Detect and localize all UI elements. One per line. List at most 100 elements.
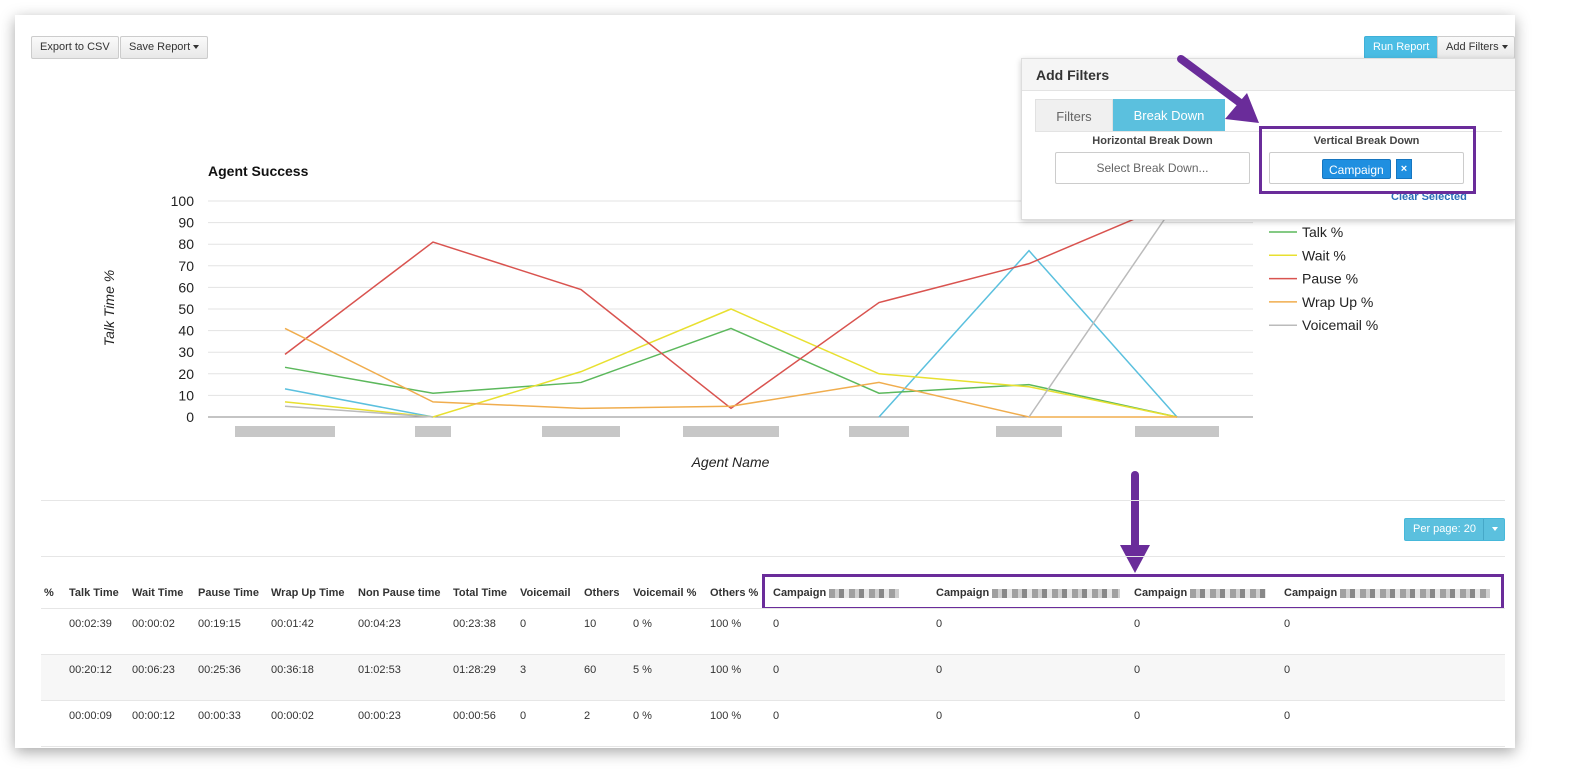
- x-tick-label-redacted: [849, 426, 909, 437]
- add-filters-button[interactable]: Add Filters: [1437, 36, 1515, 59]
- campaign-1-label: Campaign: [773, 587, 827, 599]
- tab-divider: [1035, 131, 1502, 132]
- col-header-wait-time[interactable]: Wait Time: [132, 587, 184, 599]
- col-header-campaign-4[interactable]: Campaign: [1284, 587, 1491, 599]
- table-cell: 0: [936, 710, 943, 722]
- table-cell: 00:36:18: [271, 664, 314, 676]
- col-header-wrap-up-time[interactable]: Wrap Up Time: [271, 587, 345, 599]
- table-cell: 100 %: [710, 664, 742, 676]
- tab-break-down[interactable]: Break Down: [1113, 99, 1225, 132]
- col-header-non-pause-time[interactable]: Non Pause time: [358, 587, 441, 599]
- vertical-break-down-select[interactable]: Campaign ×: [1269, 152, 1464, 184]
- series-line: [878, 249, 1178, 418]
- col-header-total-time[interactable]: Total Time: [453, 587, 507, 599]
- table-cell: 00:02:39: [69, 618, 112, 630]
- legend-entry: Talk %: [1302, 224, 1343, 240]
- table-row: [41, 701, 1505, 747]
- col-header-campaign-1[interactable]: Campaign: [773, 587, 900, 599]
- campaign-3-label: Campaign: [1134, 587, 1188, 599]
- y-tick-label: 30: [178, 344, 194, 360]
- chevron-down-icon: [1501, 45, 1508, 50]
- series-line: [1028, 200, 1178, 418]
- table-cell: 0: [1134, 710, 1141, 722]
- col-header-campaign-2[interactable]: Campaign: [936, 587, 1121, 599]
- campaign-4-label: Campaign: [1284, 587, 1338, 599]
- table-cell: 00:00:12: [132, 710, 175, 722]
- x-tick-label-redacted: [235, 426, 335, 437]
- x-tick-label-redacted: [996, 426, 1062, 437]
- series-line: [284, 200, 1178, 410]
- table-cell: 00:00:56: [453, 710, 496, 722]
- table-cell: 01:02:53: [358, 664, 401, 676]
- y-tick-label: 40: [178, 323, 194, 339]
- y-tick-label: 70: [178, 258, 194, 274]
- table-cell: 2: [584, 710, 591, 722]
- per-page-button[interactable]: Per page: 20: [1404, 518, 1505, 541]
- table-cell: 00:00:33: [198, 710, 241, 722]
- x-tick-label-redacted: [415, 426, 451, 437]
- table-cell: 0: [1134, 618, 1141, 630]
- table-cell: 00:04:23: [358, 618, 401, 630]
- table-cell: 60: [584, 664, 597, 676]
- divider: [41, 556, 1505, 557]
- table-cell: 3: [520, 664, 527, 676]
- add-filters-label: Add Filters: [1446, 41, 1499, 53]
- col-header-campaign-3[interactable]: Campaign: [1134, 587, 1267, 599]
- series-line: [284, 327, 1178, 418]
- y-tick-label: 80: [178, 236, 194, 252]
- col-header-others-pct[interactable]: Others %: [710, 587, 759, 599]
- remove-tag-icon[interactable]: ×: [1396, 159, 1412, 179]
- col-header-pause-time[interactable]: Pause Time: [198, 587, 259, 599]
- y-tick-label: 60: [178, 279, 194, 295]
- arrow-to-campaign-head: [1120, 545, 1150, 573]
- col-header-voicemail[interactable]: Voicemail: [520, 587, 571, 599]
- table-cell: 100 %: [710, 618, 742, 630]
- redacted-text: [1190, 588, 1267, 598]
- table-cell: 00:00:23: [358, 710, 401, 722]
- col-header-others[interactable]: Others: [584, 587, 620, 599]
- x-axis-label: Agent Name: [691, 454, 770, 470]
- export-csv-label: Export to CSV: [40, 41, 110, 53]
- arrow-to-vertical-shaft: [1177, 55, 1247, 109]
- table-cell: 0: [773, 618, 780, 630]
- table-row: [41, 609, 1505, 655]
- col-header-talk-time[interactable]: Talk Time: [69, 587, 119, 599]
- agent-success-chart: Agent Success 0 10 20 30 40 50 60 70 80 90 100 Agent…: [101, 163, 1378, 470]
- redacted-text: [829, 588, 900, 598]
- run-report-button[interactable]: Run Report: [1364, 36, 1438, 59]
- y-tick-label: 90: [178, 215, 194, 231]
- run-report-label: Run Report: [1373, 41, 1430, 53]
- y-tick-label: 20: [178, 366, 194, 382]
- add-filters-panel: Add Filters Filters Break Down Horizonta…: [1021, 58, 1515, 220]
- legend-entry: Voicemail %: [1302, 317, 1378, 333]
- table-cell: 0: [1134, 664, 1141, 676]
- chevron-down-icon: [193, 45, 200, 50]
- x-tick-label-redacted: [1135, 426, 1219, 437]
- table-cell: 0: [936, 664, 943, 676]
- table-cell: 0: [1284, 664, 1291, 676]
- clear-selected-link[interactable]: Clear Selected: [1391, 191, 1467, 203]
- header-divider: [41, 608, 1505, 609]
- table-cell: 100 %: [710, 710, 742, 722]
- horizontal-break-down-label: Horizontal Break Down: [1092, 135, 1213, 147]
- chart-title: Agent Success: [208, 163, 309, 179]
- horizontal-break-down-select[interactable]: Select Break Down...: [1055, 152, 1250, 184]
- y-axis-label: Talk Time %: [101, 270, 117, 346]
- horizontal-break-down-placeholder: Select Break Down...: [1096, 161, 1209, 175]
- vertical-break-down-label: Vertical Break Down: [1313, 135, 1420, 147]
- series-line: [284, 405, 434, 418]
- per-page-label: Per page: 20: [1413, 523, 1476, 535]
- table-cell: 00:01:42: [271, 618, 314, 630]
- table-cell: 0 %: [633, 710, 652, 722]
- col-header-percent: %: [44, 587, 54, 599]
- export-csv-button[interactable]: Export to CSV: [31, 36, 119, 59]
- table-cell: 00:25:36: [198, 664, 241, 676]
- save-report-button[interactable]: Save Report: [120, 36, 209, 59]
- table-cell: 00:00:02: [271, 710, 314, 722]
- col-header-voicemail-pct[interactable]: Voicemail %: [633, 587, 697, 599]
- chevron-down-icon[interactable]: [1483, 519, 1505, 540]
- table-cell: 0: [520, 618, 527, 630]
- table-cell: 0: [773, 710, 780, 722]
- divider: [41, 500, 1505, 501]
- table-cell: 00:00:02: [132, 618, 175, 630]
